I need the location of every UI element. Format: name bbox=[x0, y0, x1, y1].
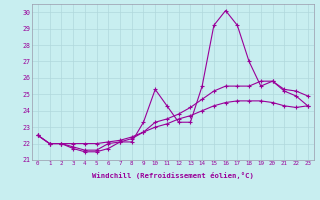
X-axis label: Windchill (Refroidissement éolien,°C): Windchill (Refroidissement éolien,°C) bbox=[92, 172, 254, 179]
